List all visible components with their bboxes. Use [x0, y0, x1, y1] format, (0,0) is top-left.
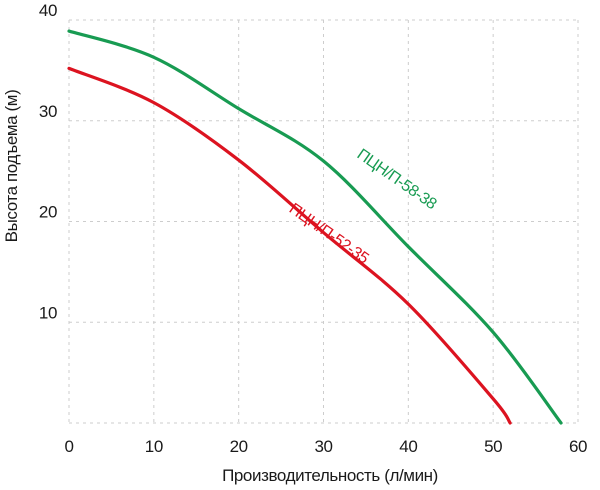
y-tick-label: 20	[39, 203, 57, 222]
y-tick-labels: 10 20 30 40	[39, 1, 58, 322]
x-tick-label: 30	[314, 437, 332, 456]
x-axis-title: Производительность (л/мин)	[222, 466, 438, 485]
x-tick-label: 60	[569, 437, 587, 456]
curve-label: ПЦН/П-52-35	[286, 200, 372, 267]
y-tick-label: 10	[39, 303, 57, 322]
x-tick-label: 20	[230, 437, 248, 456]
gridlines	[68, 19, 579, 424]
x-tick-label: 10	[145, 437, 163, 456]
x-tick-label: 0	[64, 437, 73, 456]
curve-line	[67, 66, 512, 425]
y-tick-label: 40	[39, 1, 57, 20]
curve-line	[67, 29, 563, 425]
y-tick-label: 30	[39, 102, 57, 121]
curves	[67, 29, 563, 425]
x-tick-label: 40	[399, 437, 417, 456]
y-axis-title: Высота подъема (м)	[2, 90, 21, 243]
x-tick-label: 50	[484, 437, 502, 456]
x-tick-labels: 0 10 20 30 40 50 60	[64, 437, 587, 456]
